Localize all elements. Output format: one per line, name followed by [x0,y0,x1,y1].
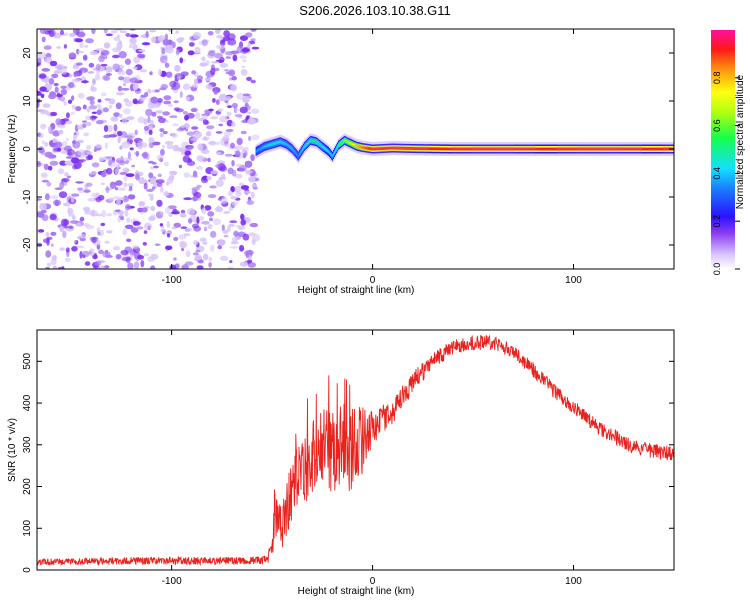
colorbar-tick-label: 0.8 [712,72,722,85]
y-tick-label: 100 [22,519,33,536]
spectrogram-y-label: Frequency (Hz) [7,115,18,184]
snr-series-line [37,334,674,567]
colorbar-tick-label: 0.0 [712,263,722,276]
y-tick-label: 300 [22,436,33,453]
colorbar-label: Normalized spectral amplitude [735,74,746,209]
x-tick-label: 0 [370,576,376,587]
x-tick-label: 100 [565,275,582,286]
tone-trace [255,133,674,164]
spectrogram-x-ticks: -100 0 100 [162,29,582,286]
snr-frame [37,330,674,570]
x-tick-label: -100 [162,576,182,587]
spectrogram-y-ticks: -20 -10 0 10 20 [22,47,674,252]
y-tick-label: 200 [22,478,33,495]
snr-x-label: Height of straight line (km) [298,586,415,597]
colorbar-ticks: 0.0 0.2 0.4 0.6 0.8 [712,72,740,276]
colorbar-tick-label: 0.6 [712,119,722,132]
figure-title: S206.2026.103.10.38.G11 [299,3,451,18]
y-tick-label: 20 [22,47,33,59]
y-tick-label: 0 [22,146,33,152]
y-tick-label: 0 [22,567,33,573]
snr-y-label: SNR (10 * v/v) [7,418,18,482]
y-tick-label: -10 [22,189,33,204]
x-tick-label: -100 [162,275,182,286]
colorbar-tick-label: 0.4 [712,167,722,180]
y-tick-label: -20 [22,237,33,252]
x-tick-label: 0 [370,275,376,286]
spectrogram-x-label: Height of straight line (km) [298,285,415,296]
x-tick-label: 100 [565,576,582,587]
snr-x-ticks: -100 0 100 [162,330,582,587]
snr-panel: -100 0 100 0 100 200 300 400 500 Height of stra… [7,329,675,597]
colorbar-gradient [711,30,735,269]
colorbar-tick-label: 0.2 [712,215,722,228]
y-tick-label: 10 [22,95,33,107]
colorbar: 0.0 0.2 0.4 0.6 0.8 Normalized spectral ampl… [711,30,746,275]
y-tick-label: 400 [22,394,33,411]
y-tick-label: 500 [22,353,33,370]
spectrogram-data [37,29,674,269]
noise-field [37,29,261,269]
snr-y-ticks: 0 100 200 300 400 500 [22,353,674,573]
snr-data [37,334,674,567]
